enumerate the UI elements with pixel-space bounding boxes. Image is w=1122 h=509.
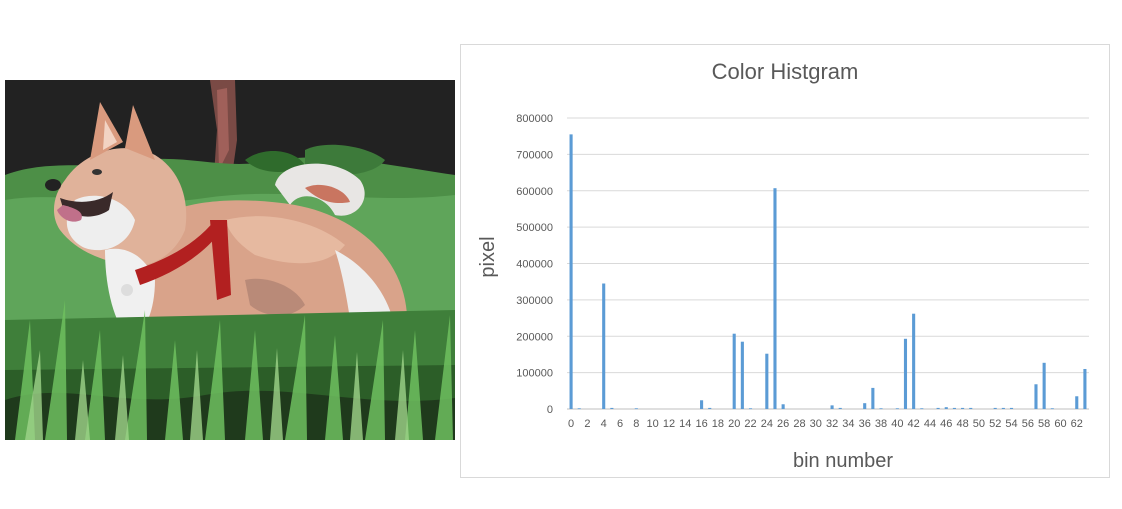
y-tick-label: 800000 (516, 113, 553, 125)
histogram-bar (577, 408, 581, 410)
histogram-bar (610, 407, 614, 409)
histogram-bar (969, 407, 973, 409)
y-tick-label: 0 (547, 404, 553, 416)
x-tick-label: 42 (908, 418, 920, 430)
x-axis-ticks: 0 2 4 6 8 10 12 14 16 18 20 22 24 26 28 30 32 34 36 38 40 42 4… (568, 418, 1083, 430)
y-tick-label: 500000 (516, 222, 553, 234)
histogram-bar (732, 333, 736, 409)
histogram-bar (830, 405, 834, 409)
histogram-bar (748, 408, 753, 410)
x-tick-label: 26 (777, 418, 789, 430)
histogram-svg: Color Histgram 0 100000 200000 300000 400000… (477, 59, 1089, 472)
histogram-bar (993, 407, 997, 409)
histogram-bar (936, 407, 940, 409)
histogram-bar (879, 408, 883, 410)
histogram-bar (895, 408, 899, 410)
y-tick-label: 400000 (516, 259, 553, 271)
x-tick-label: 6 (617, 418, 623, 430)
histogram-bar (944, 407, 948, 409)
histogram-bar (871, 387, 875, 409)
x-tick-label: 62 (1071, 418, 1083, 430)
histogram-bar (961, 407, 965, 409)
histogram-bar (569, 134, 573, 409)
histogram-chart: Color Histgram 0 100000 200000 300000 400000… (460, 44, 1110, 478)
x-tick-label: 40 (891, 418, 903, 430)
y-axis-ticks: 0 100000 200000 300000 400000 500000 600000 700… (516, 113, 553, 416)
histogram-bar (1034, 384, 1038, 409)
x-tick-label: 0 (568, 418, 574, 430)
x-tick-label: 54 (1005, 418, 1017, 430)
x-tick-label: 22 (744, 418, 756, 430)
histogram-bar (602, 283, 606, 409)
x-tick-label: 44 (924, 418, 936, 430)
x-tick-label: 28 (793, 418, 805, 430)
histogram-bar (952, 407, 956, 409)
grid-lines (567, 117, 1089, 410)
x-tick-label: 50 (973, 418, 985, 430)
x-tick-label: 8 (633, 418, 639, 430)
y-tick-label: 700000 (516, 149, 553, 161)
x-tick-label: 12 (663, 418, 675, 430)
histogram-bar (773, 188, 777, 409)
histogram-bar (838, 407, 842, 409)
x-tick-label: 36 (859, 418, 871, 430)
bars (569, 134, 1087, 410)
histogram-bar (920, 408, 924, 410)
x-tick-label: 32 (826, 418, 838, 430)
histogram-bar (1042, 362, 1046, 409)
x-tick-label: 20 (728, 418, 740, 430)
histogram-bar (1009, 407, 1014, 409)
histogram-bar (1001, 407, 1005, 409)
histogram-bar (740, 341, 744, 409)
x-tick-label: 24 (761, 418, 773, 430)
x-tick-label: 10 (647, 418, 659, 430)
histogram-bar (700, 400, 704, 409)
dog-photo (5, 80, 455, 440)
histogram-bar (912, 313, 916, 409)
histogram-bar (1075, 396, 1079, 409)
x-tick-label: 48 (956, 418, 968, 430)
histogram-bar (781, 404, 785, 409)
histogram-bar (1083, 368, 1087, 409)
y-axis-label: pixel (477, 236, 499, 277)
x-tick-label: 16 (695, 418, 707, 430)
y-tick-label: 200000 (516, 331, 553, 343)
x-tick-label: 58 (1038, 418, 1050, 430)
histogram-bar (765, 353, 769, 409)
dog-photo-illustration (5, 80, 455, 440)
x-tick-label: 14 (679, 418, 691, 430)
x-axis-label: bin number (793, 450, 893, 472)
x-tick-label: 46 (940, 418, 952, 430)
y-tick-label: 300000 (516, 295, 553, 307)
x-tick-label: 56 (1022, 418, 1034, 430)
x-tick-label: 30 (810, 418, 822, 430)
x-tick-label: 18 (712, 418, 724, 430)
histogram-bar (1050, 408, 1054, 410)
x-tick-label: 34 (842, 418, 854, 430)
x-tick-label: 38 (875, 418, 887, 430)
histogram-bar (708, 407, 712, 409)
x-tick-label: 4 (601, 418, 607, 430)
histogram-bar (634, 408, 638, 410)
histogram-bar (863, 403, 867, 409)
x-tick-label: 60 (1054, 418, 1066, 430)
y-tick-label: 100000 (516, 368, 553, 380)
x-tick-label: 52 (989, 418, 1001, 430)
x-tick-label: 2 (584, 418, 590, 430)
y-tick-label: 600000 (516, 186, 553, 198)
histogram-bar (903, 338, 908, 409)
chart-title: Color Histgram (712, 59, 859, 84)
